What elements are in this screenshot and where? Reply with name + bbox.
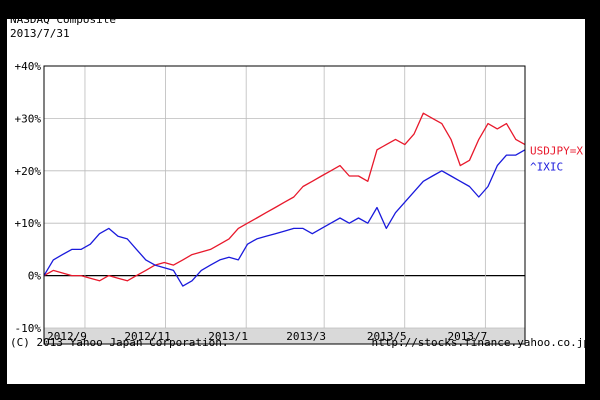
y-tick-label: -10% bbox=[15, 322, 42, 335]
copyright-text: (C) 2013 Yahoo Japan Corporation. bbox=[10, 336, 229, 349]
x-tick-label: 2013/1 bbox=[208, 330, 248, 343]
plot-area bbox=[44, 66, 525, 328]
legend-label-0: USDJPY=X bbox=[530, 144, 583, 157]
y-tick-label: +20% bbox=[15, 165, 42, 178]
x-tick-label: 2012/9 bbox=[47, 330, 87, 343]
x-tick-label: 2013/7 bbox=[447, 330, 487, 343]
series-line-1 bbox=[43, 149, 526, 287]
x-tick-label: 2013/3 bbox=[286, 330, 326, 343]
plot-frame bbox=[43, 65, 526, 345]
x-tick-label: 2013/5 bbox=[367, 330, 407, 343]
chart-title-block: NASDAQ Composite 2013/7/31 bbox=[10, 13, 116, 41]
x-axis-band bbox=[44, 328, 525, 344]
series-line-0 bbox=[43, 112, 526, 282]
y-tick-label: 0% bbox=[28, 270, 42, 283]
y-tick-label: +10% bbox=[15, 217, 42, 230]
legend-label-1: ^IXIC bbox=[530, 160, 563, 173]
source-url[interactable]: http://stocks.finance.yahoo.co.jp bbox=[371, 336, 590, 349]
chart-date: 2013/7/31 bbox=[10, 27, 70, 40]
chart-title: NASDAQ Composite bbox=[10, 13, 116, 26]
x-tick-label: 2012/11 bbox=[124, 330, 170, 343]
y-tick-label: +30% bbox=[15, 112, 42, 125]
y-tick-label: +40% bbox=[15, 60, 42, 73]
